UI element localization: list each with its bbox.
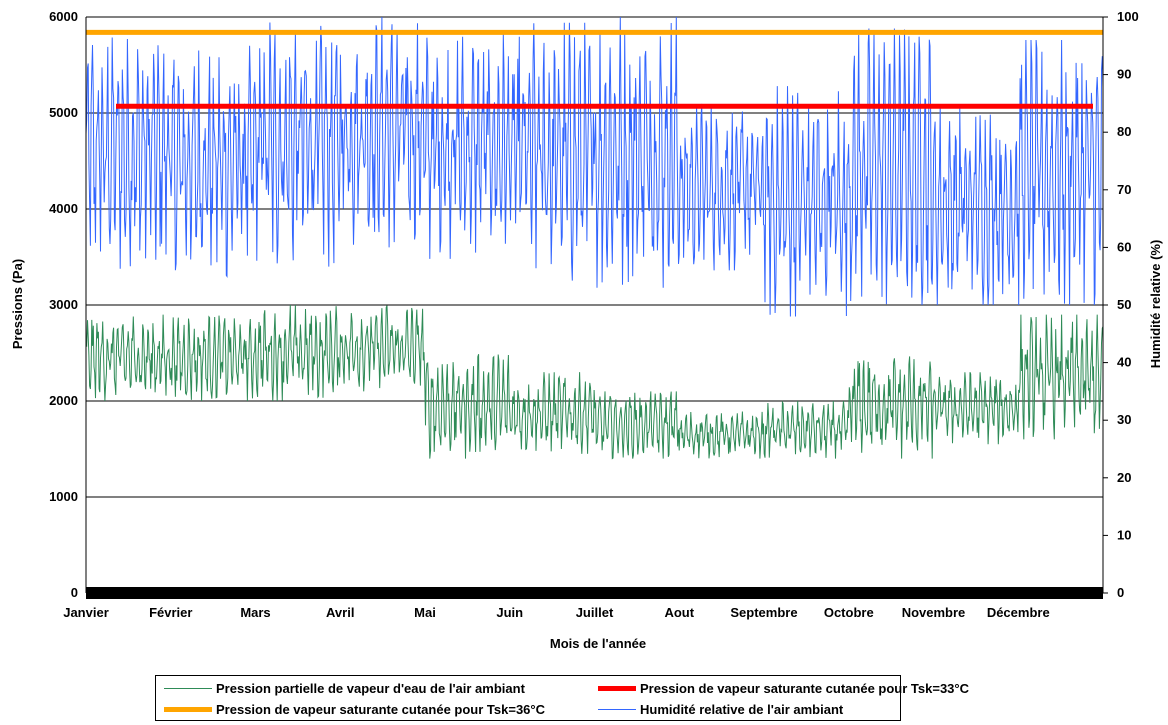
- legend-item-tsk36: Pression de vapeur saturante cutanée pou…: [164, 699, 545, 719]
- legend: Pression partielle de vapeur d'eau de l'…: [155, 675, 969, 721]
- y-right-tick-label: 100: [1117, 9, 1139, 24]
- x-tick-label: Mai: [414, 605, 436, 620]
- y-left-tick-label: 3000: [49, 297, 78, 312]
- series-saturante: [86, 29, 1103, 599]
- y-right-tick-label: 90: [1117, 67, 1131, 82]
- y-right-tick-label: 20: [1117, 470, 1131, 485]
- legend-swatch: [598, 708, 636, 710]
- y-right-tick-label: 70: [1117, 182, 1131, 197]
- y-axis-right-title: Humidité relative (%): [1148, 240, 1163, 369]
- y-right-tick-label: 0: [1117, 585, 1124, 600]
- legend-item-pression-partielle: Pression partielle de vapeur d'eau de l'…: [164, 678, 525, 698]
- y-axis-left-title: Pressions (Pa): [10, 259, 25, 349]
- y-right-tick-label: 50: [1117, 297, 1131, 312]
- y-right-tick-label: 80: [1117, 124, 1131, 139]
- x-tick-label: Aout: [664, 605, 694, 620]
- legend-label: Pression de vapeur saturante cutanée pou…: [216, 701, 545, 717]
- x-tick-label: Décembre: [987, 605, 1050, 620]
- x-tick-label: Juin: [496, 605, 523, 620]
- y-left-tick-label: 2000: [49, 393, 78, 408]
- y-right-tick-label: 30: [1117, 412, 1131, 427]
- x-tick-label: Mars: [240, 605, 270, 620]
- y-left-tick-label: 5000: [49, 105, 78, 120]
- legend-swatch: [164, 687, 212, 689]
- legend-item-humidite: Humidité relative de l'air ambiant: [598, 699, 843, 719]
- x-tick-label: Octobre: [824, 605, 874, 620]
- x-tick-label: Janvier: [63, 605, 109, 620]
- y-right-tick-label: 60: [1117, 239, 1131, 254]
- legend-label: Humidité relative de l'air ambiant: [640, 701, 844, 717]
- zero-band: [86, 587, 1103, 599]
- x-tick-label: Avril: [326, 605, 354, 620]
- axes: [85, 16, 1108, 594]
- x-axis-title: Mois de l'année: [550, 636, 646, 651]
- legend-label: Pression partielle de vapeur d'eau de l'…: [216, 680, 525, 696]
- legend-label: Pression de vapeur saturante cutanée pou…: [640, 680, 969, 696]
- series-line-pression-partielle: [85, 304, 1104, 460]
- legend-swatch: [164, 706, 212, 712]
- legend-item-tsk33: Pression de vapeur saturante cutanée pou…: [598, 678, 969, 698]
- series-pression-partielle: [85, 304, 1104, 460]
- tick-labels: 0 1000 2000 3000 4000 5000 6000 0 10 20 30 40 50 60 70…: [49, 9, 1139, 620]
- series-line-humidite: [85, 16, 1104, 317]
- y-left-tick-label: 4000: [49, 201, 78, 216]
- y-left-tick-label: 0: [71, 585, 78, 600]
- x-tick-label: Novembre: [902, 605, 966, 620]
- y-right-tick-label: 40: [1117, 355, 1131, 370]
- x-tick-label: Septembre: [730, 605, 797, 620]
- x-tick-label: Juillet: [576, 605, 614, 620]
- x-tick-label: Février: [149, 605, 192, 620]
- series-humidite-relative: [85, 16, 1104, 317]
- y-left-tick-label: 1000: [49, 489, 78, 504]
- y-right-tick-label: 10: [1117, 527, 1131, 542]
- legend-swatch: [598, 685, 636, 691]
- y-left-tick-label: 6000: [49, 9, 78, 24]
